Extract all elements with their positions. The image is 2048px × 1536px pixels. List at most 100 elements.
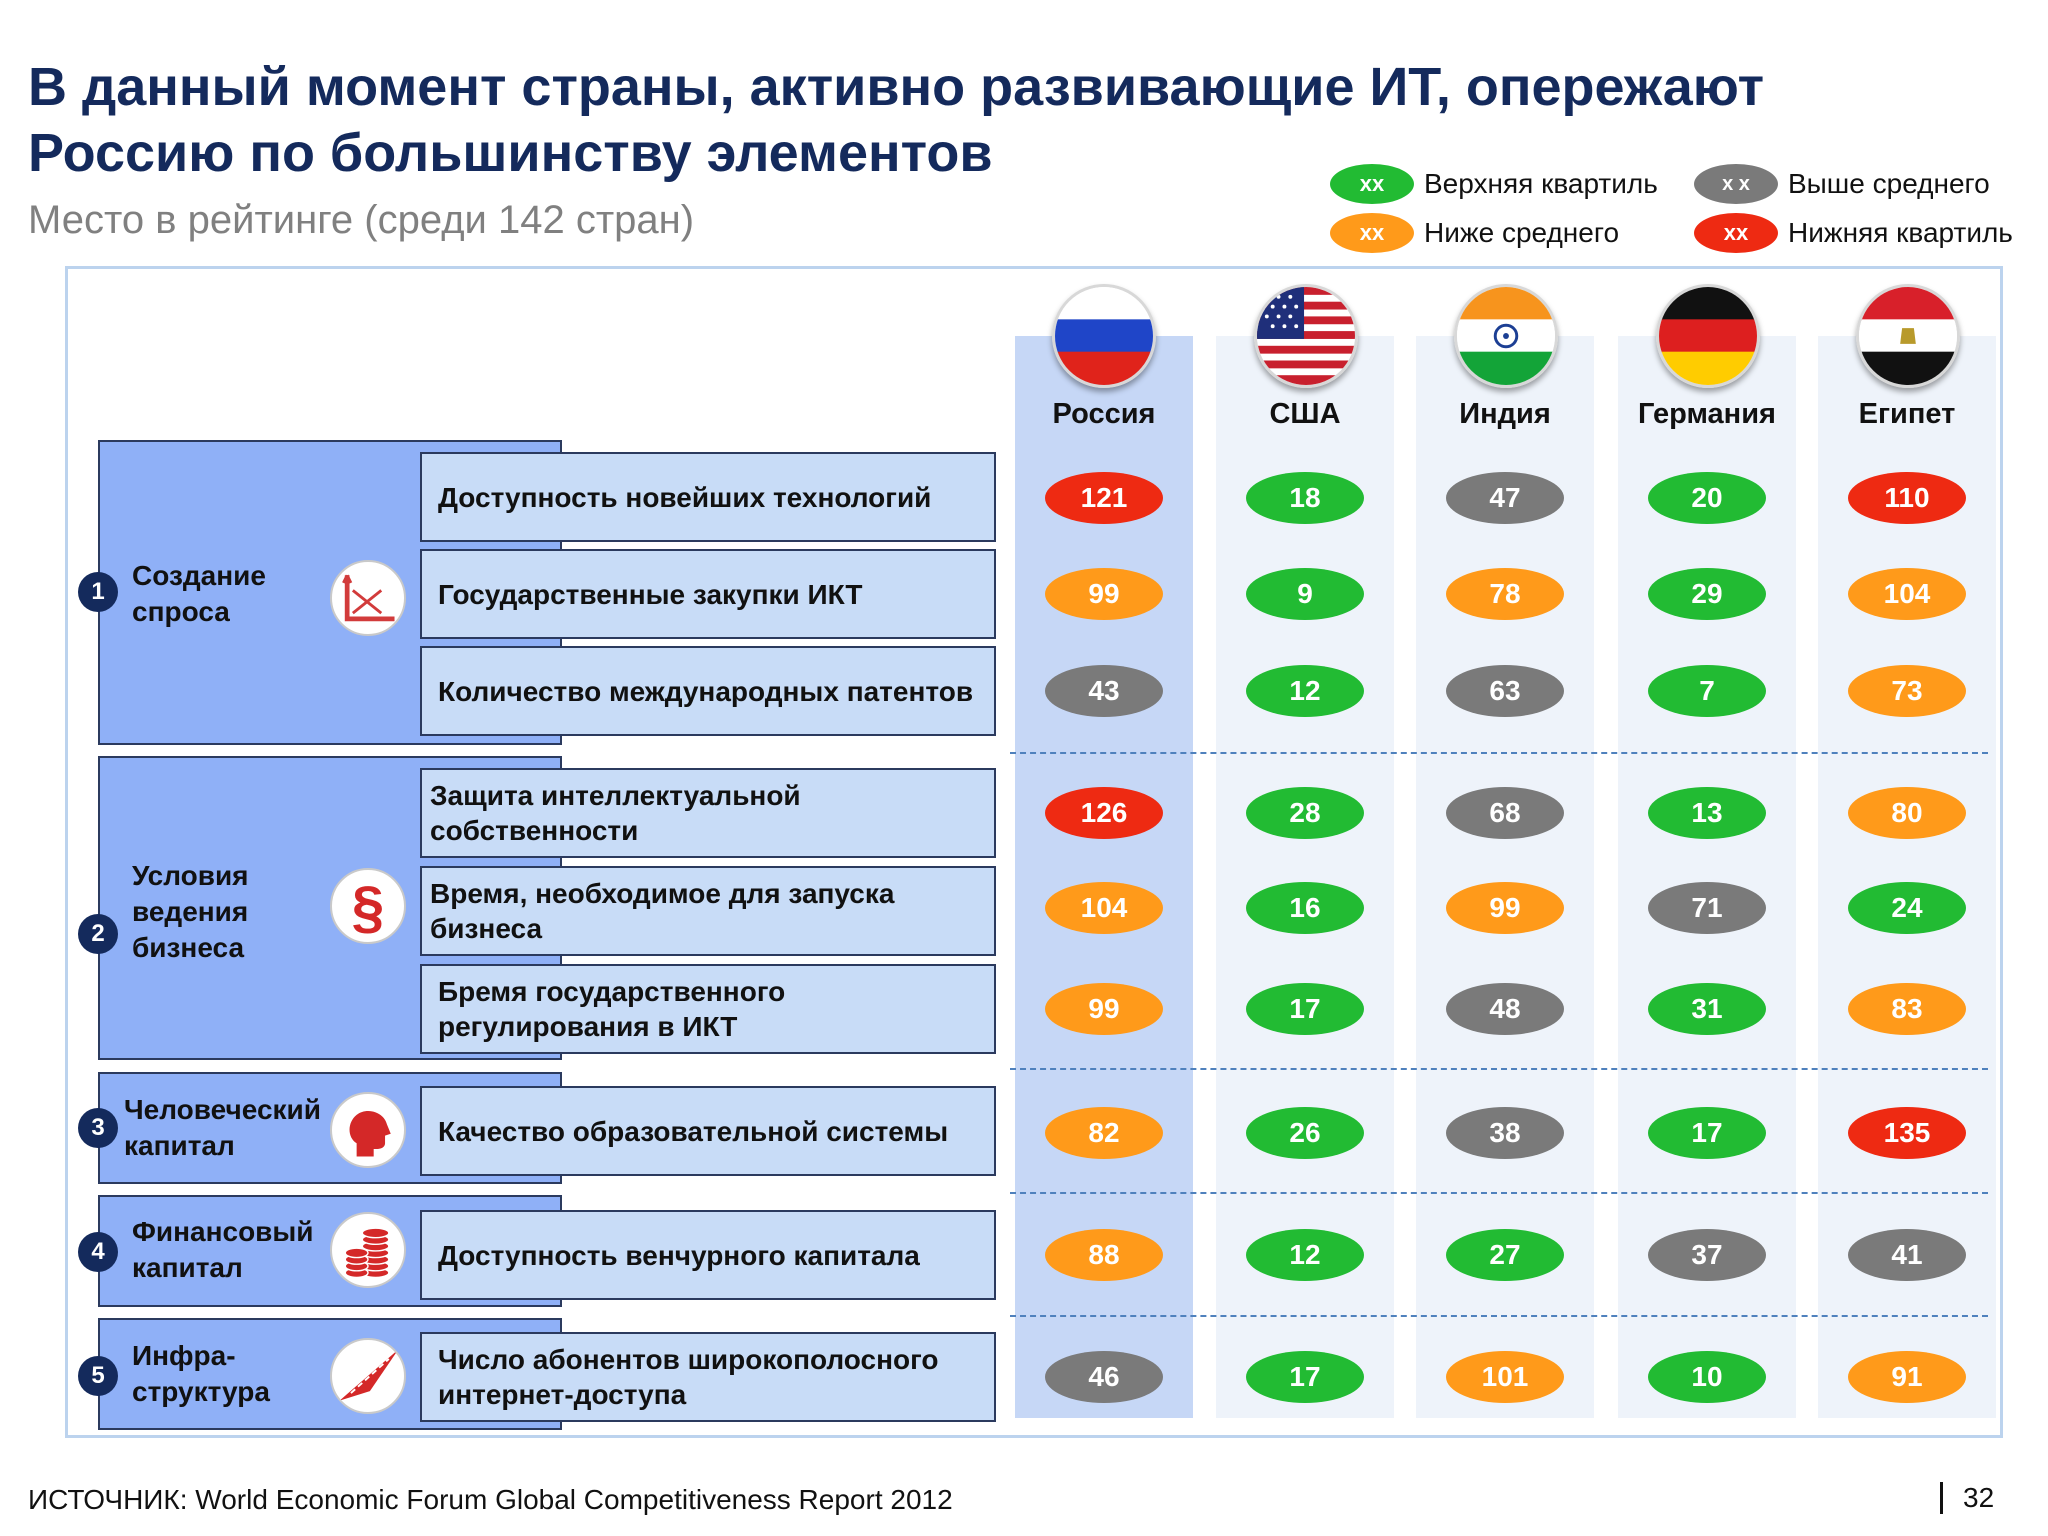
- egypt-flag-icon: [1856, 284, 1960, 388]
- germany-flag-icon: [1656, 284, 1760, 388]
- category-1-label: Создание спроса: [132, 560, 266, 627]
- page-title: В данный момент страны, активно развиваю…: [28, 57, 1765, 183]
- criterion-row-2: Государственные закупки ИКТ: [420, 549, 996, 639]
- rank-pill-russia: 121: [1045, 472, 1163, 524]
- country-russia: Россия: [1052, 398, 1156, 430]
- criterion-row-8: Доступность венчурного капитала: [420, 1210, 996, 1300]
- legend-orange-label: Ниже среднего: [1424, 217, 1620, 248]
- paragraph-icon: §: [330, 868, 406, 944]
- criterion-row-7: Качество образовательной системы: [420, 1086, 996, 1176]
- table-frame: [65, 266, 2003, 1438]
- group-divider: [1010, 752, 1988, 754]
- criterion-row-9: Число абонентов широкополосного интернет…: [420, 1332, 996, 1422]
- rank-pill-germany: 13: [1648, 787, 1766, 839]
- rank-pill-germany: 37: [1648, 1229, 1766, 1281]
- rank-pill-india: 47: [1446, 472, 1564, 524]
- rank-pill-egypt: 73: [1848, 665, 1966, 717]
- page-subtitle: Место в рейтинге (среди 142 стран): [28, 198, 695, 242]
- legend-red-pill: xx: [1694, 213, 1778, 253]
- rank-pill-russia: 126: [1045, 787, 1163, 839]
- criterion-row-5: Время, необходимое для запуска бизнеса: [420, 866, 996, 956]
- russia-flag-icon: [1052, 284, 1156, 388]
- rank-pill-usa: 26: [1246, 1107, 1364, 1159]
- group-divider: [1010, 1068, 1988, 1070]
- rank-pill-germany: 17: [1648, 1107, 1766, 1159]
- page-number: 32: [1940, 1482, 1994, 1514]
- rank-pill-egypt: 83: [1848, 983, 1966, 1035]
- rank-pill-germany: 71: [1648, 882, 1766, 934]
- rank-pill-usa: 12: [1246, 665, 1364, 717]
- legend-gray-pill: x x: [1694, 164, 1778, 204]
- category-2-number: 2: [78, 914, 118, 954]
- rank-pill-egypt: 110: [1848, 472, 1966, 524]
- legend-orange-pill: xx: [1330, 213, 1414, 253]
- rank-pill-india: 78: [1446, 568, 1564, 620]
- rank-pill-russia: 82: [1045, 1107, 1163, 1159]
- road-icon: [330, 1338, 406, 1414]
- coins-icon: [330, 1212, 406, 1288]
- head-icon: [330, 1092, 406, 1168]
- rank-pill-russia: 43: [1045, 665, 1163, 717]
- rank-pill-usa: 18: [1246, 472, 1364, 524]
- group-divider: [1010, 1192, 1988, 1194]
- criterion-row-6: Бремя государственного регулирования в И…: [420, 964, 996, 1054]
- rank-pill-usa: 17: [1246, 1351, 1364, 1403]
- country-india: Индия: [1459, 398, 1551, 430]
- category-1-number: 1: [78, 572, 118, 612]
- legend-red-label: Нижняя квартиль: [1788, 217, 2013, 248]
- rank-pill-india: 38: [1446, 1107, 1564, 1159]
- criterion-row-1: Доступность новейших технологий: [420, 452, 996, 542]
- india-flag-icon: [1454, 284, 1558, 388]
- rank-pill-russia: 46: [1045, 1351, 1163, 1403]
- rank-pill-usa: 16: [1246, 882, 1364, 934]
- source-note: ИСТОЧНИК: World Economic Forum Global Co…: [28, 1484, 953, 1515]
- rank-pill-germany: 20: [1648, 472, 1766, 524]
- rank-pill-egypt: 41: [1848, 1229, 1966, 1281]
- rank-pill-germany: 7: [1648, 665, 1766, 717]
- rank-pill-egypt: 104: [1848, 568, 1966, 620]
- category-4-number: 4: [78, 1232, 118, 1272]
- rank-pill-usa: 17: [1246, 983, 1364, 1035]
- rank-pill-india: 63: [1446, 665, 1564, 717]
- criterion-row-3: Количество международных патентов: [420, 646, 996, 736]
- legend-green-label: Верхняя квартиль: [1424, 168, 1658, 199]
- country-egypt: Египет: [1858, 398, 1956, 430]
- rank-pill-egypt: 80: [1848, 787, 1966, 839]
- rank-pill-india: 99: [1446, 882, 1564, 934]
- rank-pill-india: 48: [1446, 983, 1564, 1035]
- category-4-label: Финансовый капитал: [132, 1216, 314, 1283]
- rank-pill-russia: 104: [1045, 882, 1163, 934]
- rank-pill-germany: 10: [1648, 1351, 1766, 1403]
- rank-pill-germany: 31: [1648, 983, 1766, 1035]
- rank-pill-egypt: 24: [1848, 882, 1966, 934]
- legend-green-pill: xx: [1330, 164, 1414, 204]
- rank-pill-russia: 99: [1045, 568, 1163, 620]
- rank-pill-russia: 99: [1045, 983, 1163, 1035]
- rank-pill-india: 68: [1446, 787, 1564, 839]
- legend-above-average: x x Выше среднего: [1694, 164, 1990, 204]
- category-5-number: 5: [78, 1356, 118, 1396]
- rank-pill-usa: 28: [1246, 787, 1364, 839]
- usa-flag-icon: [1254, 284, 1358, 388]
- rank-pill-germany: 29: [1648, 568, 1766, 620]
- chart-icon: [330, 560, 406, 636]
- legend-top-quartile: xx Верхняя квартиль: [1330, 164, 1658, 204]
- group-divider: [1010, 1315, 1988, 1317]
- rank-pill-india: 101: [1446, 1351, 1564, 1403]
- rank-pill-russia: 88: [1045, 1229, 1163, 1281]
- rank-pill-egypt: 91: [1848, 1351, 1966, 1403]
- rank-pill-india: 27: [1446, 1229, 1564, 1281]
- rank-pill-usa: 9: [1246, 568, 1364, 620]
- legend-gray-label: Выше среднего: [1788, 168, 1990, 199]
- legend-below-average: xx Ниже среднего: [1330, 213, 1619, 253]
- country-germany: Германия: [1638, 398, 1776, 430]
- category-2-label: Условия ведения бизнеса: [132, 860, 249, 963]
- svg-text:§: §: [352, 875, 385, 940]
- category-3-number: 3: [78, 1108, 118, 1148]
- criterion-row-4: Защита интеллектуальной собственности: [420, 768, 996, 858]
- legend-bottom-quartile: xx Нижняя квартиль: [1694, 213, 2013, 253]
- rank-pill-usa: 12: [1246, 1229, 1364, 1281]
- category-3-label: Человеческий капитал: [124, 1094, 321, 1161]
- category-5-label: Инфра-структура: [132, 1340, 270, 1407]
- country-usa: США: [1269, 398, 1341, 430]
